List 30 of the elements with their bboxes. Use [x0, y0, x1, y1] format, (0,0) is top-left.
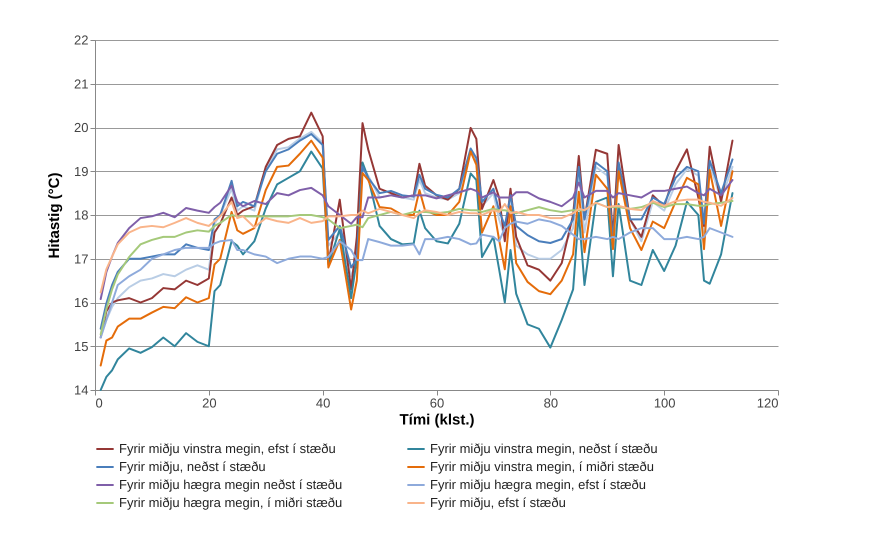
- legend-label: Fyrir miðju vinstra megin, efst í stæðu: [119, 441, 336, 456]
- x-tick-label: 80: [544, 396, 558, 410]
- legend-label: Fyrir miðju hægra megin, efst í stæðu: [430, 477, 646, 492]
- line-series: [100, 200, 734, 336]
- legend-label: Fyrir miðju, efst í stæðu: [430, 495, 566, 510]
- y-tick-label: 16: [74, 295, 88, 310]
- y-tick-label: 18: [74, 208, 88, 222]
- y-tick-label: 14: [74, 382, 88, 398]
- x-tick-label: 100: [654, 396, 676, 410]
- legend-label: Fyrir miðju vinstra megin, í miðri stæðu: [430, 459, 654, 474]
- x-tick-label: 0: [96, 396, 103, 410]
- line-series: [100, 196, 734, 294]
- y-tick-label: 19: [74, 164, 88, 179]
- y-tick-label: 15: [74, 338, 88, 354]
- x-tick-label: 40: [316, 396, 330, 410]
- y-tick-label: 17: [74, 251, 88, 266]
- legend-label: Fyrir miðju hægra megin neðst í stæðu: [119, 477, 342, 492]
- legend-label: Fyrir miðju, neðst í stæðu: [119, 459, 266, 474]
- y-axis-title: Hitastig (°C): [46, 172, 64, 258]
- y-tick-label: 22: [74, 32, 88, 48]
- line-series: [100, 179, 734, 300]
- x-tick-label: 60: [430, 396, 444, 410]
- y-tick-label: 20: [74, 120, 88, 135]
- x-tick-label: 120: [756, 396, 778, 410]
- x-tick-label: 20: [202, 396, 217, 410]
- y-tick-label: 21: [74, 76, 88, 92]
- legend-label: Fyrir miðju hægra megin, í miðri stæðu: [119, 495, 342, 510]
- legend-label: Fyrir miðju vinstra megin, neðst í stæðu: [430, 441, 658, 456]
- x-axis-title: Tími (klst.): [399, 412, 475, 428]
- line-series: [100, 218, 734, 338]
